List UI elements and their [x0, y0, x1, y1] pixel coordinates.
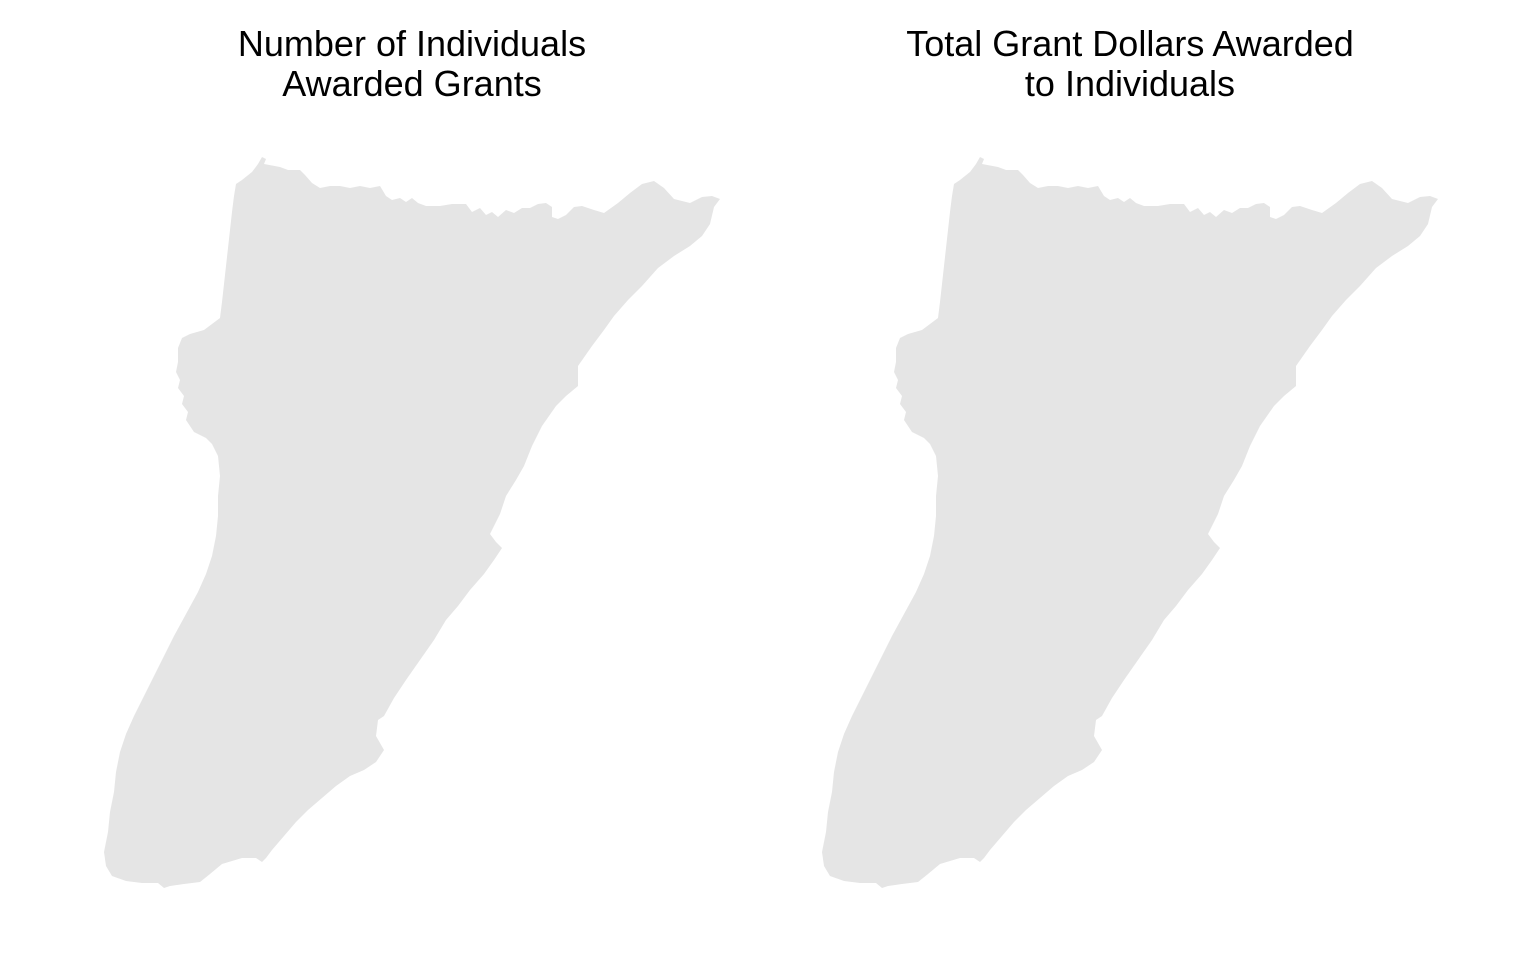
map-panel-individuals-count: Number of Individuals Awarded Grants — [104, 24, 720, 888]
panel-title-line-2: to Individuals — [1024, 63, 1236, 104]
panel-title-line-1: Number of Individuals — [237, 23, 587, 64]
panel-title-line-1: Total Grant Dollars Awarded — [906, 23, 1354, 64]
panel-title: Number of Individuals Awarded Grants — [212, 24, 612, 104]
map-panel-grant-dollars: Total Grant Dollars Awarded to Individua… — [718, 0, 1536, 960]
panel-title: Total Grant Dollars Awarded to Individua… — [880, 24, 1380, 104]
region-shape — [104, 157, 720, 888]
region-shape — [822, 157, 1438, 888]
region-map — [104, 157, 720, 888]
region-map — [822, 157, 1438, 888]
panel-title-line-2: Awarded Grants — [282, 63, 542, 104]
